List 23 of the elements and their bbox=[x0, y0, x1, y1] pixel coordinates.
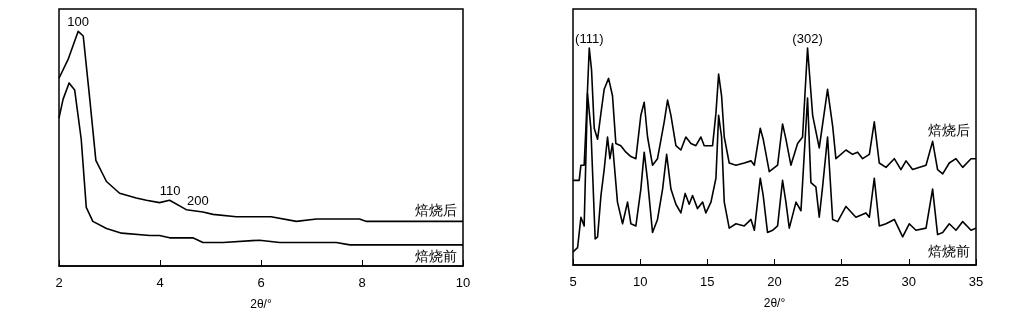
x-tick-label: 10 bbox=[632, 274, 648, 289]
x-tick-label: 6 bbox=[257, 275, 265, 290]
series-label: 焙烧后 bbox=[928, 121, 970, 138]
x-tick-label: 10 bbox=[455, 275, 471, 290]
series-label: 焙烧前 bbox=[928, 243, 970, 260]
series-label: 焙烧后 bbox=[415, 202, 457, 219]
x-tick-label: 2 bbox=[55, 275, 63, 290]
annotation: (111) bbox=[575, 31, 604, 47]
x-tick-label: 30 bbox=[901, 274, 917, 289]
x-tick-label: 20 bbox=[767, 274, 782, 289]
x-tick-label: 4 bbox=[156, 275, 164, 290]
x-tick-label: 35 bbox=[968, 274, 984, 289]
annotation: (302) bbox=[792, 31, 823, 47]
x-tick-label: 25 bbox=[834, 274, 849, 289]
x-axis-title: 2θ/° bbox=[763, 296, 786, 310]
series-label: 焙烧前 bbox=[415, 247, 457, 264]
annotation: 110 bbox=[159, 183, 181, 199]
annotation: 200 bbox=[187, 192, 209, 208]
x-axis-title: 2θ/° bbox=[250, 297, 272, 311]
x-tick-label: 5 bbox=[569, 274, 577, 289]
annotation: 100 bbox=[67, 14, 90, 30]
x-tick-label: 15 bbox=[700, 274, 715, 289]
x-tick-label: 8 bbox=[358, 275, 366, 290]
